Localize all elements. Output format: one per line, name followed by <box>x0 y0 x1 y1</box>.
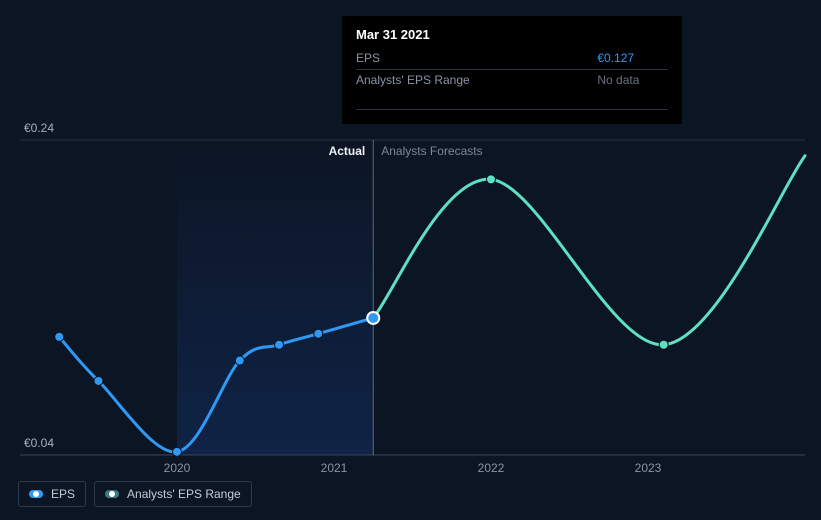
y-axis-label: €0.04 <box>24 436 54 450</box>
y-axis-label: €0.24 <box>24 121 54 135</box>
legend-item[interactable]: EPS <box>18 481 86 507</box>
legend: EPS Analysts' EPS Range <box>18 481 252 507</box>
tooltip-row-label: EPS <box>356 48 597 69</box>
section-label-forecast: Analysts Forecasts <box>381 144 482 158</box>
x-axis-label: 2022 <box>478 461 505 475</box>
x-axis-label: 2023 <box>635 461 662 475</box>
tooltip-row-value: No data <box>597 69 668 90</box>
tooltip-date: Mar 31 2021 <box>356 26 668 44</box>
eps-chart: { "plot": { "x_left": 20, "x_right": 805… <box>0 0 821 520</box>
x-axis-label: 2021 <box>321 461 348 475</box>
tooltip-row-value: €0.127 <box>597 48 668 69</box>
tooltip: Mar 31 2021 EPS€0.127Analysts' EPS Range… <box>342 16 682 124</box>
legend-swatch <box>29 490 43 498</box>
x-axis-label: 2020 <box>164 461 191 475</box>
tooltip-row-label: Analysts' EPS Range <box>356 69 597 90</box>
legend-label: EPS <box>51 487 75 501</box>
section-label-actual: Actual <box>329 144 366 158</box>
legend-item[interactable]: Analysts' EPS Range <box>94 481 252 507</box>
legend-label: Analysts' EPS Range <box>127 487 241 501</box>
legend-swatch <box>105 490 119 498</box>
